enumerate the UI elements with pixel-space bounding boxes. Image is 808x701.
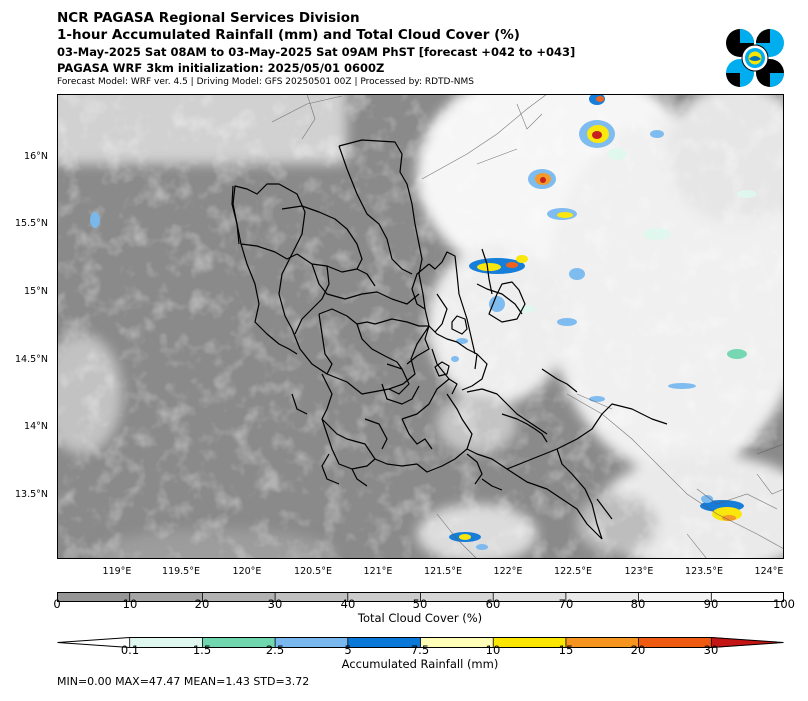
lat-label-15: 15°N — [24, 286, 48, 297]
rain-colorbar-segment — [275, 637, 349, 648]
rain-tick-label: 0.1 — [120, 643, 140, 657]
lon-label-119-5: 119.5°E — [162, 566, 200, 577]
rain-tick-label: 7.5 — [410, 643, 430, 657]
rain-colorbar-segment — [57, 637, 130, 648]
rain-colorbar-segment — [711, 637, 784, 648]
model-info: Forecast Model: WRF ver. 4.5 | Driving M… — [57, 77, 474, 87]
cloud-tick-label: 10 — [122, 597, 138, 611]
cloud-tick-label: 90 — [703, 597, 719, 611]
cloud-tick-label: 0 — [53, 597, 61, 611]
lon-label-120: 120°E — [232, 566, 262, 577]
initialization-time: PAGASA WRF 3km initialization: 2025/05/0… — [57, 61, 385, 75]
cloud-tick-label: 50 — [412, 597, 428, 611]
cloud-tick-label: 20 — [194, 597, 210, 611]
lat-label-13-5: 13.5°N — [14, 489, 48, 500]
rain-colorbar-frame — [57, 637, 784, 648]
lon-label-119: 119°E — [102, 566, 132, 577]
map-title: NCR PAGASA Regional Services Division — [57, 10, 360, 26]
rain-colorbar-segment — [493, 637, 567, 648]
lon-label-120-5: 120.5°E — [294, 566, 332, 577]
weather-map — [57, 94, 784, 559]
rain-tick-label: 10 — [485, 643, 501, 657]
cloud-colorbar-segment — [57, 592, 131, 602]
rain-colorbar-segment — [129, 637, 203, 648]
cloud-colorbar-segment — [129, 592, 203, 602]
lat-label-14: 14°N — [24, 421, 48, 432]
lon-label-122-5: 122.5°E — [554, 566, 592, 577]
cloud-tick-label: 70 — [558, 597, 574, 611]
faint-boundaries — [271, 94, 784, 559]
region-boundaries — [231, 139, 668, 540]
valid-time: 03-May-2025 Sat 08AM to 03-May-2025 Sat … — [57, 45, 576, 59]
rain-tick-label: 15 — [558, 643, 574, 657]
cloud-colorbar-segment — [493, 592, 567, 602]
rain-colorbar-segment — [565, 637, 640, 648]
cloud-colorbar-segment — [275, 592, 349, 602]
lon-label-121-5: 121.5°E — [424, 566, 462, 577]
cloud-colorbar-label: Total Cloud Cover (%) — [357, 611, 483, 625]
rain-colorbar-segment — [202, 637, 276, 648]
cloud-colorbar-frame — [57, 592, 784, 602]
rainfall-overlay — [90, 94, 757, 550]
cloud-colorbar-segment — [347, 592, 421, 602]
cloud-tick-label: 30 — [267, 597, 283, 611]
rain-tick-label: 30 — [703, 643, 719, 657]
rain-colorbar-svg — [57, 637, 784, 648]
cloud-colorbar-segment — [638, 592, 712, 602]
cloud-tick-label: 40 — [340, 597, 356, 611]
rain-colorbar-label: Accumulated Rainfall (mm) — [341, 657, 499, 671]
cloud-tick-label: 80 — [630, 597, 646, 611]
cloud-colorbar-segment — [565, 592, 640, 602]
cloud-colorbar-segment — [420, 592, 494, 602]
lon-label-123: 123°E — [624, 566, 654, 577]
statistics-summary: MIN=0.00 MAX=47.47 MEAN=1.43 STD=3.72 — [57, 675, 310, 688]
lat-label-15-5: 15.5°N — [14, 218, 48, 229]
rain-tick-label: 5 — [344, 643, 352, 657]
lon-label-122: 122°E — [493, 566, 523, 577]
rain-colorbar-segment — [420, 637, 494, 648]
cloud-colorbar-svg — [57, 592, 785, 602]
rain-colorbar-segment — [638, 637, 712, 648]
map-subtitle: 1-hour Accumulated Rainfall (mm) and Tot… — [57, 27, 520, 43]
map-frame — [57, 94, 784, 559]
lon-label-123-5: 123.5°E — [685, 566, 723, 577]
cloud-tick-label: 60 — [485, 597, 501, 611]
rain-tick-label: 20 — [630, 643, 646, 657]
rainfall-colorbar — [57, 633, 784, 648]
rain-tick-label: 2.5 — [265, 643, 285, 657]
cloud-tick-label: 100 — [773, 597, 795, 611]
lon-label-121: 121°E — [363, 566, 393, 577]
cloud-colorbar-segment — [202, 592, 276, 602]
pagasa-seal-icon — [725, 28, 785, 88]
lat-label-16: 16°N — [24, 151, 48, 162]
title-block: NCR PAGASA Regional Services Division 1-… — [57, 10, 575, 89]
lat-label-14-5: 14.5°N — [14, 354, 48, 365]
rain-colorbar-segment — [347, 637, 421, 648]
lon-label-124: 124°E — [754, 566, 784, 577]
rain-tick-label: 1.5 — [192, 643, 212, 657]
map-canvas — [57, 94, 784, 559]
cloud-colorbar-segment — [711, 592, 785, 602]
cloud-cover-colorbar — [57, 587, 785, 602]
